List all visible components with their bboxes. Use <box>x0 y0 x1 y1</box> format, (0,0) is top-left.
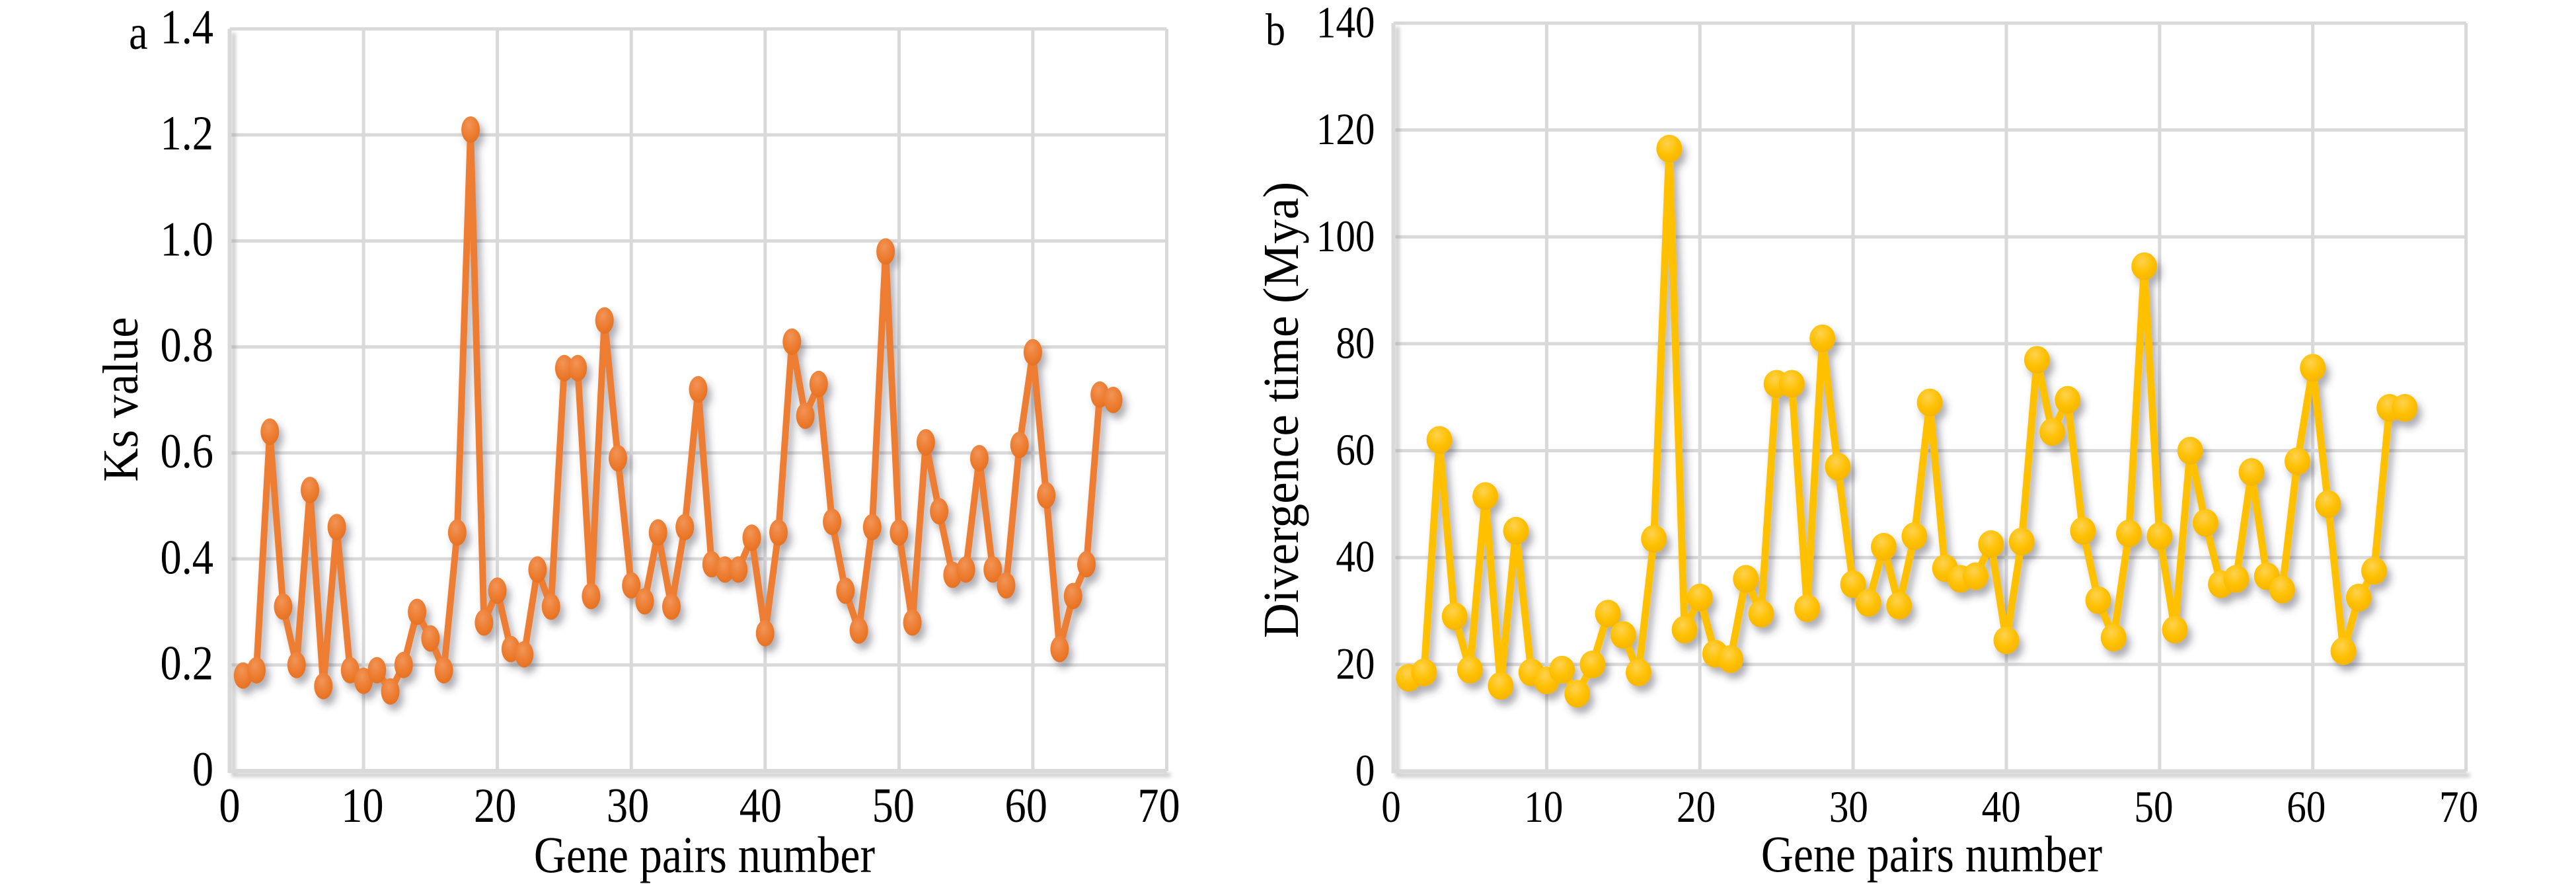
svg-text:0.4: 0.4 <box>161 530 213 584</box>
svg-text:Gene pairs number: Gene pairs number <box>534 826 875 883</box>
svg-text:b: b <box>1266 4 1285 55</box>
svg-text:20: 20 <box>1677 782 1716 832</box>
svg-text:70: 70 <box>1137 779 1180 833</box>
svg-text:100: 100 <box>1316 211 1375 261</box>
svg-text:50: 50 <box>872 779 915 833</box>
svg-text:120: 120 <box>1316 104 1375 154</box>
svg-text:0.6: 0.6 <box>161 424 213 479</box>
svg-text:1.4: 1.4 <box>161 1 213 55</box>
svg-text:10: 10 <box>1524 782 1563 832</box>
svg-text:40: 40 <box>1982 782 2021 832</box>
svg-text:0.2: 0.2 <box>161 637 213 691</box>
svg-text:20: 20 <box>1336 639 1375 689</box>
svg-text:80: 80 <box>1336 318 1375 368</box>
svg-text:50: 50 <box>2134 782 2173 832</box>
svg-text:70: 70 <box>2439 782 2478 832</box>
svg-text:60: 60 <box>2287 782 2326 832</box>
svg-text:0: 0 <box>1355 745 1375 795</box>
svg-text:0: 0 <box>192 743 213 797</box>
svg-text:0: 0 <box>219 779 240 833</box>
svg-text:10: 10 <box>341 779 383 833</box>
svg-text:30: 30 <box>1829 782 1868 832</box>
svg-text:30: 30 <box>607 779 649 833</box>
svg-text:a: a <box>129 6 148 60</box>
svg-text:0: 0 <box>1381 782 1401 832</box>
svg-text:60: 60 <box>1336 424 1375 475</box>
svg-text:0.8: 0.8 <box>161 319 213 373</box>
svg-text:60: 60 <box>1005 779 1047 833</box>
svg-text:Ks value: Ks value <box>93 317 149 481</box>
svg-text:1.2: 1.2 <box>161 106 213 161</box>
svg-text:Gene pairs number: Gene pairs number <box>1761 826 2102 883</box>
svg-text:20: 20 <box>474 779 516 833</box>
svg-text:140: 140 <box>1316 0 1375 47</box>
svg-text:40: 40 <box>739 779 782 833</box>
svg-text:40: 40 <box>1336 532 1375 582</box>
svg-text:1.0: 1.0 <box>161 212 213 266</box>
svg-text:Divergence time (Mya): Divergence time (Mya) <box>1254 182 1309 638</box>
